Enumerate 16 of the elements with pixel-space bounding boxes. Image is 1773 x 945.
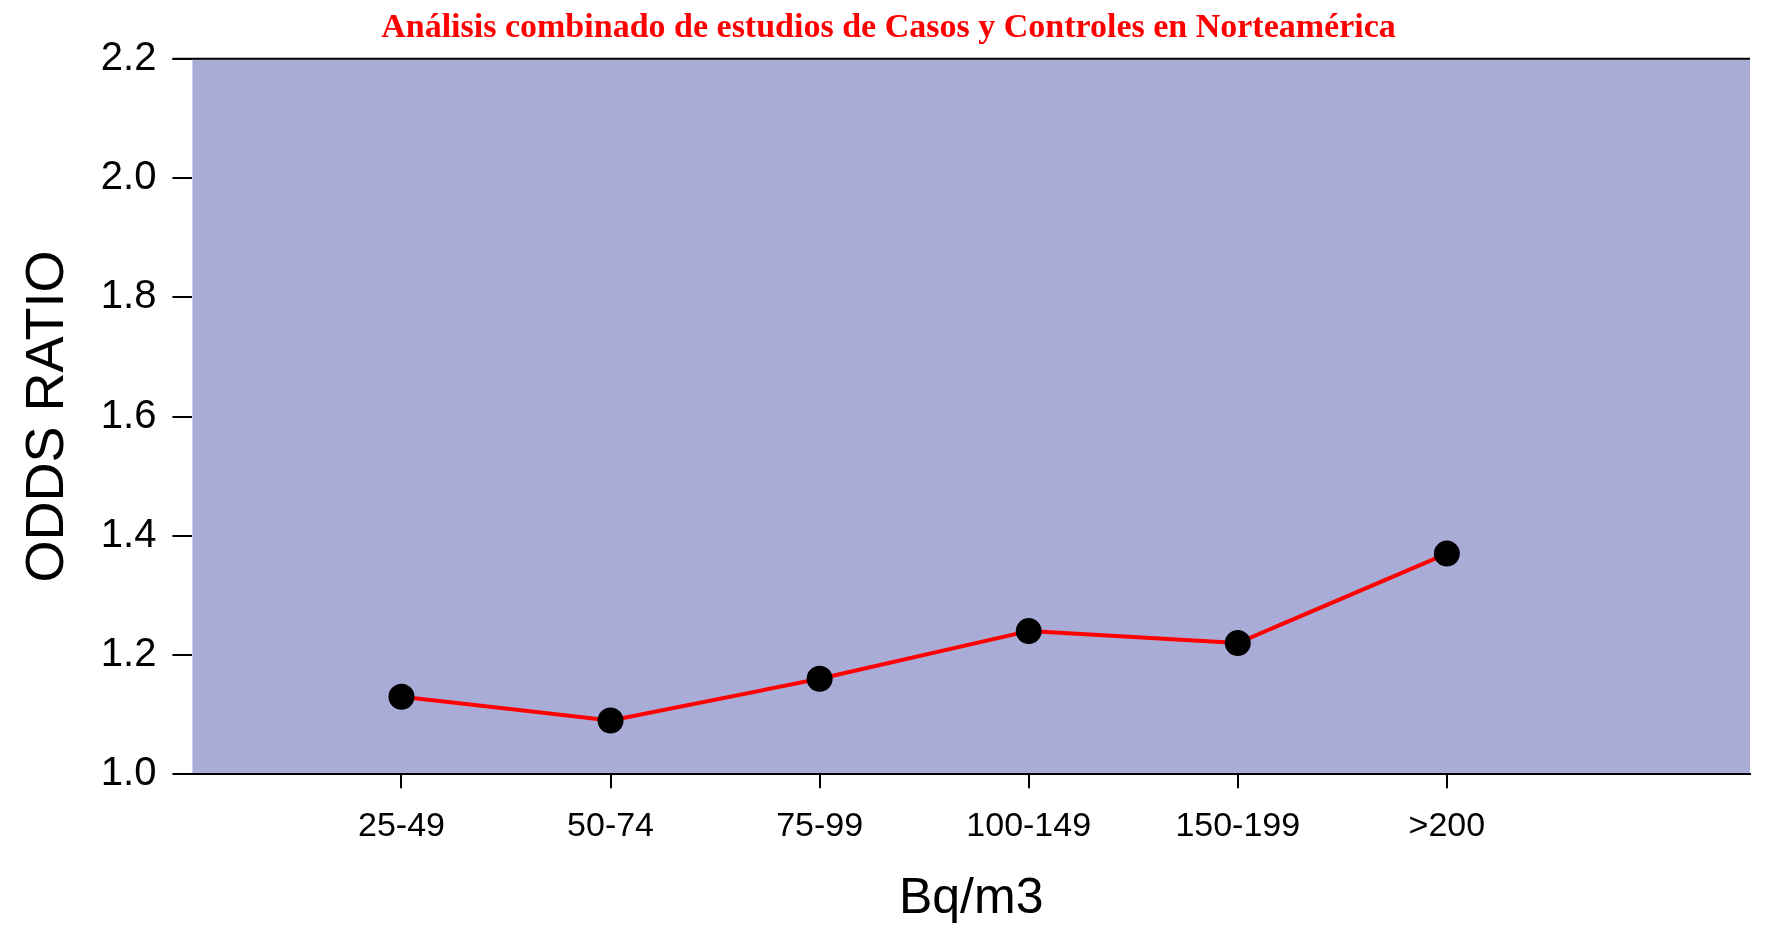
x-tick-label: 25-49 [357, 804, 445, 843]
x-tick-label: 100-149 [966, 804, 1092, 843]
y-axis-title: ODDS RATIO [14, 250, 75, 583]
y-tick-label: 2.2 [100, 33, 157, 78]
x-tick-label: 75-99 [776, 804, 864, 843]
x-tick-label: >200 [1408, 804, 1486, 843]
y-tick-label: 1.0 [100, 749, 157, 794]
y-tick-label: 1.2 [100, 630, 157, 674]
y-tick-label: 2.0 [100, 153, 157, 198]
x-tick-label: 150-199 [1175, 804, 1301, 843]
x-tick-label: 50-74 [567, 804, 655, 843]
y-tick-label: 1.6 [100, 391, 157, 436]
x-axis-title: Bq/m3 [898, 867, 1044, 924]
y-tick-label: 1.4 [100, 510, 157, 555]
chart-title: Análisis combinado de estudios de Casos y Controles en Norteamérica [381, 7, 1396, 45]
y-tick-label: 1.8 [100, 272, 157, 317]
